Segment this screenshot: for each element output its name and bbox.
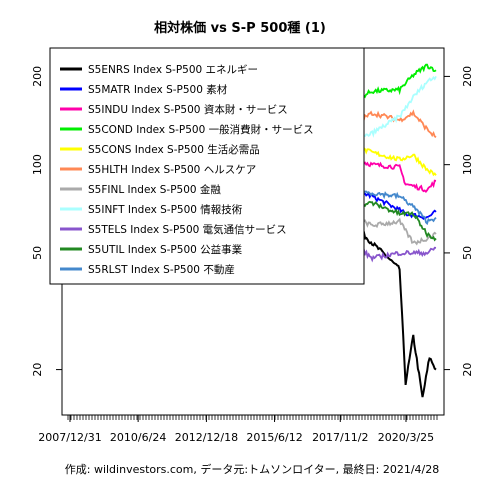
- legend-label: S5ENRS Index S-P500 エネルギー: [88, 64, 258, 76]
- y-tick-label-left: 100: [31, 154, 44, 175]
- legend-label: S5UTIL Index S-P500 公益事業: [88, 243, 243, 256]
- legend-label: S5MATR Index S-P500 素材: [88, 83, 228, 96]
- y-tick-label-right: 200: [461, 66, 474, 87]
- legend-label: S5FINL Index S-P500 金融: [88, 183, 221, 196]
- legend-label: S5COND Index S-P500 一般消費財・サービス: [88, 123, 314, 136]
- x-tick-label: 2015/6/12: [246, 431, 302, 444]
- x-tick-label: 2020/3/25: [378, 431, 434, 444]
- legend-label: S5INFT Index S-P500 情報技術: [88, 203, 243, 216]
- legend-label: S5HLTH Index S-P500 ヘルスケア: [88, 164, 256, 176]
- legend-label: S5TELS Index S-P500 電気通信サービス: [88, 223, 287, 236]
- legend-label: S5RLST Index S-P500 不動産: [88, 263, 235, 276]
- y-tick-label-left: 50: [31, 246, 44, 260]
- y-tick-label-left: 20: [31, 363, 44, 377]
- x-tick-label: 2017/11/2: [312, 431, 368, 444]
- y-tick-label-left: 200: [31, 66, 44, 87]
- y-tick-label-right: 100: [461, 154, 474, 175]
- y-tick-label-right: 20: [461, 363, 474, 377]
- x-tick-label: 2012/12/18: [175, 431, 238, 444]
- x-tick-label: 2010/6/24: [110, 431, 166, 444]
- y-tick-label-right: 50: [461, 246, 474, 260]
- legend-label: S5CONS Index S-P500 生活必需品: [88, 143, 260, 156]
- legend-box: [49, 47, 365, 285]
- chart-title: 相対株価 vs S-P 500種 (1): [154, 20, 326, 36]
- legend: S5ENRS Index S-P500 エネルギー S5MATR Index S-…: [49, 47, 365, 285]
- chart-caption: 作成: wildinvestors.com, データ元:トムソンロイター, 最終…: [65, 462, 439, 476]
- legend-label: S5INDU Index S-P500 資本財・サービス: [88, 103, 288, 116]
- axes: 20 20 50 50 100 100 200 200 2007/12/31 2010/6/24 2…: [31, 66, 474, 444]
- x-tick-label: 2007/12/31: [38, 431, 101, 444]
